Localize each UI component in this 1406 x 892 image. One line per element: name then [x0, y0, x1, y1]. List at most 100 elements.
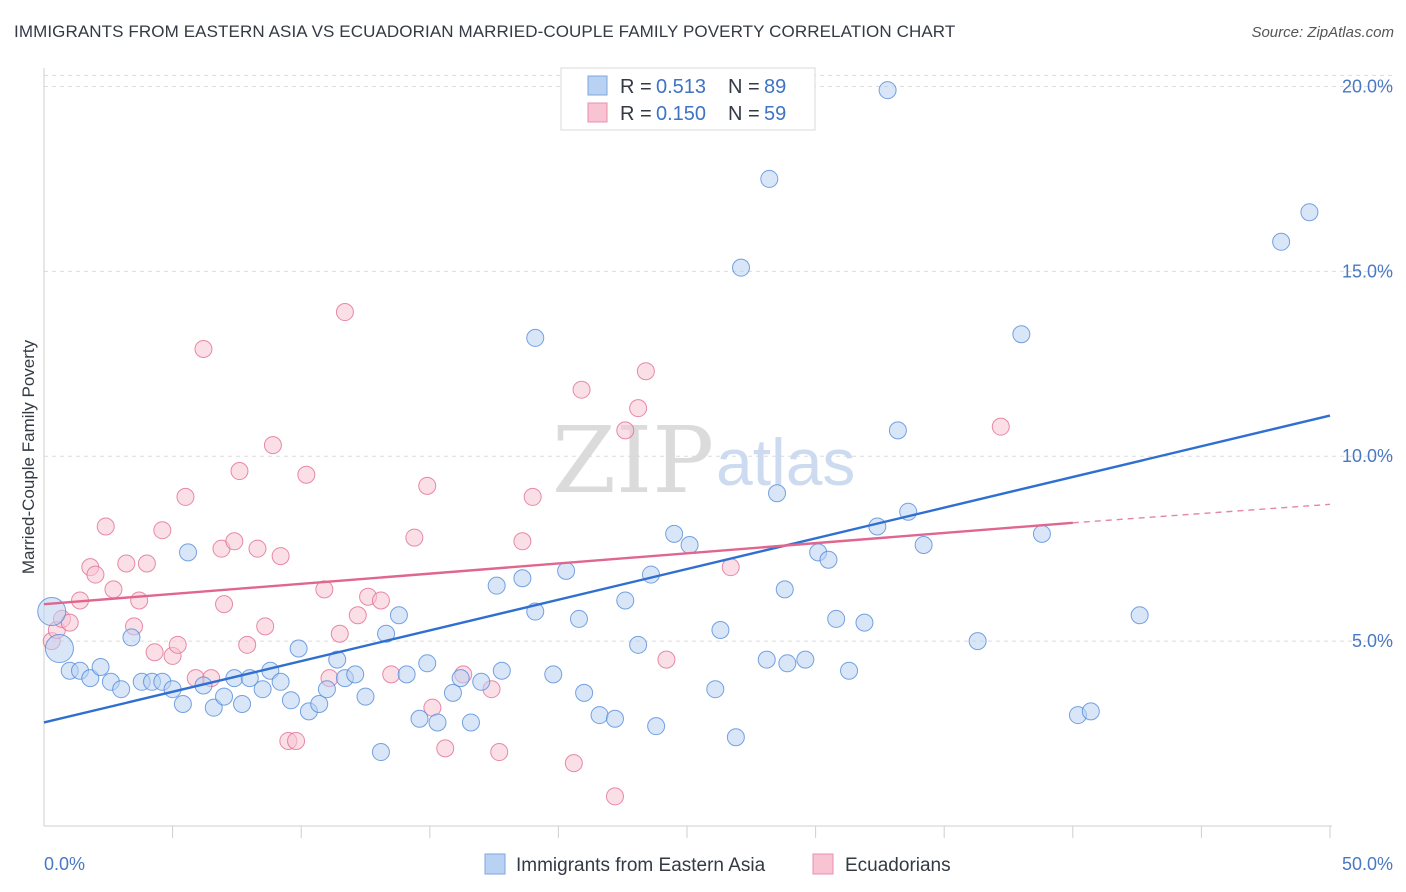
scatter-point: [96, 517, 115, 536]
scatter-point: [711, 621, 730, 640]
scatter-point: [86, 565, 105, 584]
scatter-point: [328, 650, 347, 669]
watermark-zip: ZIP: [552, 407, 714, 514]
scatter-point: [490, 743, 509, 762]
scatter-point: [513, 569, 532, 588]
scatter-point: [145, 643, 164, 662]
scatter-point: [472, 672, 491, 691]
chart-source: Source: ZipAtlas.com: [1251, 24, 1394, 41]
scatter-point: [44, 634, 74, 664]
scatter-point: [289, 639, 308, 658]
scatter-point: [330, 624, 349, 643]
scatter-point: [569, 609, 588, 628]
scatter-point: [371, 591, 390, 610]
scatter-point: [775, 580, 794, 599]
scatter-point: [397, 665, 416, 684]
y-axis-label: Married-Couple Family Poverty: [19, 339, 38, 574]
scatter-point: [176, 487, 195, 506]
x-tick-label-min: 0.0%: [44, 854, 85, 874]
scatter-point: [868, 517, 887, 536]
scatter-point: [382, 665, 401, 684]
scatter-point: [225, 532, 244, 551]
scatter-point: [215, 687, 234, 706]
scatter-point: [405, 528, 424, 547]
scatter-point: [523, 487, 542, 506]
legend-n-value-2: 59: [764, 103, 786, 125]
scatter-point: [256, 617, 275, 636]
scatter-point: [371, 743, 390, 762]
scatter-point: [297, 465, 316, 484]
trend-line-blue: [43, 414, 1331, 724]
scatter-point: [410, 709, 429, 728]
scatter-point: [377, 624, 396, 643]
scatter-point: [1272, 232, 1291, 251]
scatter-point: [544, 665, 563, 684]
scatter-point: [878, 81, 897, 100]
x-tick-label-max: 50.0%: [1342, 854, 1393, 874]
scatter-point: [335, 303, 354, 322]
scatter-point: [443, 683, 462, 702]
scatter-point: [346, 665, 365, 684]
scatter-point: [557, 561, 576, 580]
scatter-point: [418, 654, 437, 673]
series-legend: Immigrants from Eastern Asia Ecuadorians: [484, 853, 951, 876]
scatter-point: [418, 476, 437, 495]
watermark: ZIP atlas: [552, 407, 855, 514]
scatter-point: [122, 628, 141, 647]
scatter-point: [647, 717, 666, 736]
scatter-point: [840, 661, 859, 680]
gridlines: [44, 74, 1393, 642]
scatter-point: [153, 521, 172, 540]
scatter-point: [760, 169, 779, 188]
scatter-point: [104, 580, 123, 599]
scatter-point: [665, 524, 684, 543]
scatter-point: [238, 635, 257, 654]
scatter-point: [605, 787, 624, 806]
scatter-point: [487, 576, 506, 595]
legend-swatch-blue: [587, 75, 608, 96]
scatter-point: [590, 706, 609, 725]
y-tick-label: 10.0%: [1342, 446, 1393, 466]
scatter-point: [513, 532, 532, 551]
y-tick-labels: 5.0% 10.0% 15.0% 20.0%: [1342, 76, 1393, 651]
bottom-legend-label-blue: Immigrants from Eastern Asia: [516, 855, 766, 876]
scatter-point: [796, 650, 815, 669]
scatter-point: [636, 362, 655, 381]
scatter-point: [287, 731, 306, 750]
scatter-point: [1081, 702, 1100, 721]
scatter-point: [281, 691, 300, 710]
legend-n-label-2: N =: [728, 103, 760, 125]
scatter-point: [81, 669, 100, 688]
y-tick-label: 5.0%: [1352, 631, 1393, 651]
scatter-point: [271, 672, 290, 691]
scatter-point: [605, 709, 624, 728]
axes: [43, 68, 1332, 827]
scatter-point: [819, 550, 838, 569]
legend-r-value-2: 0.150: [656, 103, 706, 125]
scatter-point: [1130, 606, 1149, 625]
scatter-point: [112, 680, 131, 699]
scatter-point: [204, 698, 223, 717]
scatter-point: [215, 595, 234, 614]
scatter-point: [248, 539, 267, 558]
legend-r-value-1: 0.513: [656, 76, 706, 98]
scatter-point: [629, 635, 648, 654]
y-tick-label: 15.0%: [1342, 261, 1393, 281]
scatter-point: [888, 421, 907, 440]
scatter-point: [492, 661, 511, 680]
bottom-legend-swatch-pink: [812, 853, 834, 875]
legend-swatch-pink: [587, 102, 608, 123]
scatter-point: [641, 565, 660, 584]
trend-line-pink: [43, 521, 1073, 606]
scatter-point: [757, 650, 776, 669]
scatter-point: [855, 613, 874, 632]
scatter-point: [616, 421, 635, 440]
scatter-point: [768, 484, 787, 503]
scatter-point: [356, 687, 375, 706]
trend-line-extension-pink: [1072, 503, 1331, 524]
trend-lines: [43, 414, 1331, 724]
scatter-point: [117, 554, 136, 573]
scatter-point: [706, 680, 725, 699]
scatter-point: [194, 340, 213, 359]
scatter-point: [778, 654, 797, 673]
